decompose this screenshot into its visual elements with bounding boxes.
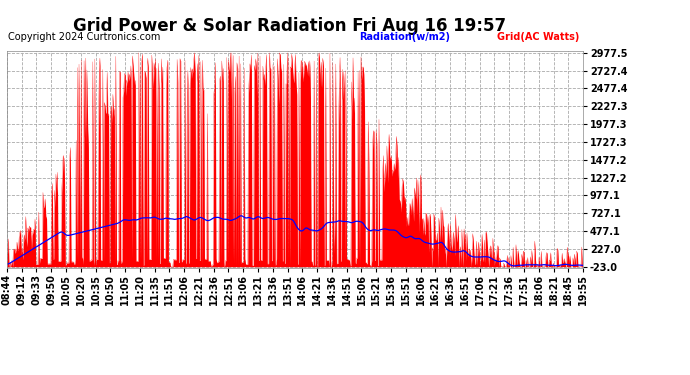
- Text: Radiation(w/m2): Radiation(w/m2): [359, 32, 450, 42]
- Text: Grid Power & Solar Radiation Fri Aug 16 19:57: Grid Power & Solar Radiation Fri Aug 16 …: [73, 17, 506, 35]
- Text: Copyright 2024 Curtronics.com: Copyright 2024 Curtronics.com: [8, 32, 161, 42]
- Text: Grid(AC Watts): Grid(AC Watts): [497, 32, 579, 42]
